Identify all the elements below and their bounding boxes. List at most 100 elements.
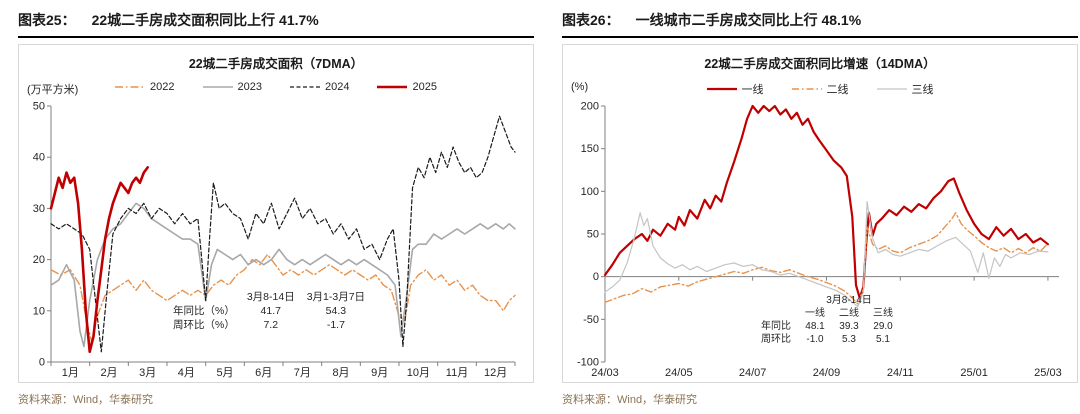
- x-tick-label: 8月: [332, 367, 349, 379]
- annotation-row-label-wow: 周环比（%）: [173, 319, 235, 331]
- panel-figure-25: 图表25： 22城二手房成交面积同比上行 41.7% 22城二手房成交面积（7D…: [4, 6, 548, 412]
- annotation-right: 3月8-14日 一线 二线 三线 年同比 48.1 39.3 29.0: [754, 294, 900, 346]
- series-line-二线: [604, 211, 1049, 305]
- legend-item-一线: 一线: [706, 81, 764, 97]
- y-tick-label: 200: [581, 101, 599, 113]
- y-tick-label: 0: [593, 271, 599, 283]
- legend-item-2024: 2024: [290, 81, 349, 93]
- chart-legend-left: 2022 2023 2024 2025: [25, 74, 527, 93]
- y-axis-unit-left: (万平方米): [27, 84, 79, 96]
- annotation-row-label-yoy: 年同比（%）: [173, 305, 235, 317]
- annotation-col-tier3: 三线: [873, 308, 893, 319]
- plot-area-left: 0 10 20 30 40 50 1月 2月 3月 4月 5月 6月 7月 8月 9月 10月 11月 12月 3…: [25, 98, 527, 382]
- legend-line-swatch-icon: [791, 88, 822, 90]
- annotation-table-left: 3月8-14日 3月1-3月7日 年同比（%） 41.7 54.3 周环比（%）…: [173, 290, 371, 332]
- x-tick-label: 2月: [100, 367, 117, 379]
- x-tick-label: 12月: [484, 367, 507, 379]
- legend-label: 2022: [150, 81, 175, 93]
- annotation-value-wow-1: 7.2: [263, 319, 279, 331]
- annotation-value-wow-tier1: -1.0: [806, 334, 824, 345]
- x-tick-label: 4月: [178, 367, 195, 379]
- y-tick-label: 50: [587, 229, 599, 241]
- legend-item-二线: 二线: [791, 81, 849, 97]
- chart-title-left: 22城二手房成交面积（7DMA）: [188, 57, 364, 71]
- y-tick-label: 30: [33, 203, 45, 215]
- chart-subheader-right: (%) 一线 二线 三线: [569, 74, 1071, 98]
- x-tick-label: 24/03: [591, 367, 619, 379]
- chart-subheader-left: (万平方米) 2022 2023 2024 2025: [25, 74, 527, 98]
- annotation-value-wow-tier3: 5.1: [876, 334, 890, 345]
- legend-line-swatch-icon: [290, 86, 320, 88]
- legend-item-2023: 2023: [202, 81, 262, 93]
- figure-25-header: 图表25： 22城二手房成交面积同比上行 41.7%: [18, 6, 534, 38]
- y-tick-label: 40: [33, 152, 45, 164]
- annotation-empty-cell: [754, 307, 798, 320]
- chart-frame-left: 22城二手房成交面积（7DMA） (万平方米) 2022 2023 2024 2025…: [18, 44, 534, 383]
- annotation-value-yoy-tier1: 48.1: [805, 321, 825, 332]
- x-tick-label: 24/11: [887, 367, 914, 379]
- y-tick-label: 20: [33, 254, 45, 266]
- x-tick-label: 11月: [446, 367, 468, 379]
- annotation-empty-cell: [754, 294, 798, 307]
- series-line-2022: [50, 253, 516, 343]
- legend-label: 2025: [412, 81, 437, 93]
- series-line-三线: [604, 200, 1049, 308]
- x-tick-label: 24/07: [739, 367, 767, 379]
- annotation-value-wow-2: -1.7: [326, 319, 345, 331]
- x-tick-label: 24/05: [665, 367, 693, 379]
- chart-legend-right: 一线 二线 三线: [569, 74, 1071, 97]
- y-tick-label: 100: [581, 186, 599, 198]
- y-tick-label: 50: [33, 101, 45, 113]
- annotation-period: 3月8-14日: [826, 295, 872, 306]
- legend-line-swatch-icon: [377, 85, 408, 89]
- x-tick-label: 3月: [139, 367, 156, 379]
- plot-area-right: -100 -50 0 50 100 150 200 24/03 24/05 24/07 24/09 2…: [569, 98, 1071, 382]
- legend-label: 2024: [325, 81, 350, 93]
- figure-26-header: 图表26： 一线城市二手房成交同比上行 48.1%: [562, 6, 1078, 38]
- y-tick-label: 10: [33, 305, 45, 317]
- x-tick-label: 7月: [294, 367, 311, 379]
- legend-label: 2023: [237, 81, 262, 93]
- y-tick-label: -50: [583, 314, 599, 326]
- chart-title-right: 22城二手房成交面积同比增速（14DMA）: [704, 57, 936, 71]
- figure-26-title: 一线城市二手房成交同比上行 48.1%: [635, 12, 862, 28]
- x-tick-label: 25/01: [960, 367, 988, 379]
- y-tick-label: -100: [577, 357, 599, 369]
- x-tick-label: 24/09: [813, 367, 841, 379]
- x-tick-label: 1月: [62, 367, 79, 379]
- annotation-left: 3月8-14日 3月1-3月7日 年同比（%） 41.7 54.3 周环比（%）…: [173, 290, 371, 332]
- chart-frame-right: 22城二手房成交面积同比增速（14DMA） (%) 一线 二线 三线 -100 -50…: [562, 44, 1078, 383]
- annotation-col-tier1: 一线: [805, 308, 825, 319]
- legend-line-swatch-icon: [706, 87, 737, 91]
- line-chart-left: 0 10 20 30 40 50 1月 2月 3月 4月 5月 6月 7月 8月 9月 10月 11月 12月: [33, 101, 516, 379]
- legend-label: 三线: [911, 84, 934, 96]
- source-note-right: 资料来源：Wind，华泰研究: [562, 394, 698, 406]
- x-tick-label: 6月: [255, 367, 272, 379]
- annotation-row-label-yoy: 年同比: [761, 321, 791, 332]
- legend-line-swatch-icon: [202, 86, 233, 88]
- legend-label: 二线: [826, 84, 849, 96]
- line-chart-right: -100 -50 0 50 100 150 200 24/03 24/05 24/07 24/09 2…: [577, 101, 1062, 380]
- series-line-2023: [50, 202, 516, 348]
- annotation-value-wow-tier2: 5.3: [842, 334, 856, 345]
- panel-figure-26: 图表26： 一线城市二手房成交同比上行 48.1% 22城二手房成交面积同比增速…: [548, 6, 1080, 412]
- legend-item-三线: 三线: [876, 81, 934, 97]
- annotation-empty-cell: [173, 290, 241, 304]
- y-tick-label: 0: [39, 357, 45, 369]
- figure-25-number: 图表25：: [18, 12, 76, 28]
- annotation-value-yoy-tier3: 29.0: [873, 321, 893, 332]
- source-note-left: 资料来源：Wind，华泰研究: [18, 394, 154, 406]
- annotation-table-right: 3月8-14日 一线 二线 三线 年同比 48.1 39.3 29.0: [754, 294, 900, 346]
- x-tick-label: 5月: [216, 367, 233, 379]
- annotation-period-2: 3月1-3月7日: [306, 291, 366, 303]
- figure-25-title: 22城二手房成交面积同比上行 41.7%: [91, 12, 319, 28]
- series-line-一线: [603, 104, 1049, 300]
- legend-label: 一线: [741, 84, 764, 96]
- annotation-value-yoy-1: 41.7: [260, 305, 281, 317]
- annotation-value-yoy-2: 54.3: [325, 305, 347, 317]
- figure-26-number: 图表26：: [562, 12, 620, 28]
- annotation-col-tier2: 二线: [839, 308, 859, 319]
- y-axis-unit-right: (%): [571, 81, 589, 93]
- y-tick-label: 150: [581, 143, 599, 155]
